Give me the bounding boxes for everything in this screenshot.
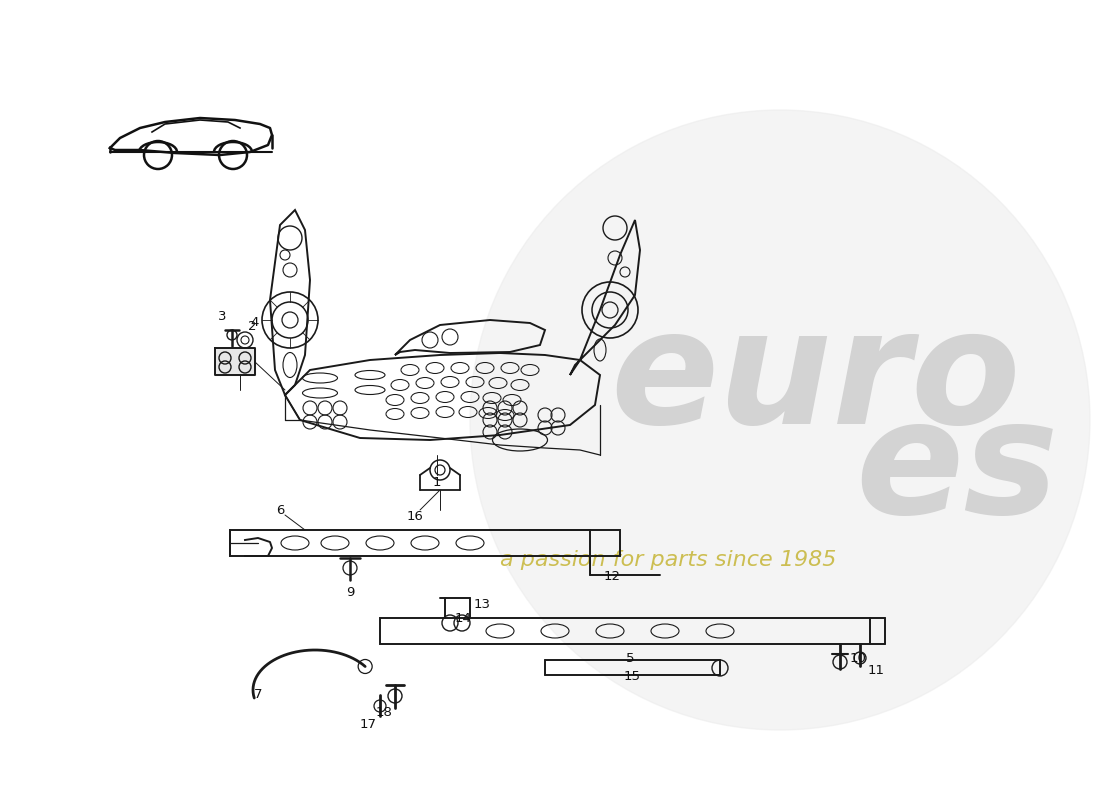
Text: 6: 6: [276, 503, 284, 517]
Text: 16: 16: [407, 510, 424, 522]
Text: 13: 13: [473, 598, 491, 611]
Text: 14: 14: [454, 611, 472, 625]
Text: 11: 11: [868, 663, 884, 677]
Text: 3: 3: [218, 310, 227, 322]
Text: 15: 15: [624, 670, 640, 682]
Text: 1: 1: [432, 475, 441, 489]
Circle shape: [470, 110, 1090, 730]
Text: 7: 7: [254, 689, 262, 702]
Text: a passion for parts since 1985: a passion for parts since 1985: [500, 550, 836, 570]
Polygon shape: [214, 348, 255, 375]
Text: 17: 17: [360, 718, 376, 730]
Text: euro: euro: [610, 302, 1021, 458]
Text: 18: 18: [375, 706, 393, 718]
Text: 5: 5: [626, 651, 635, 665]
Text: es: es: [855, 393, 1058, 547]
Text: 9: 9: [345, 586, 354, 598]
Text: 4: 4: [251, 317, 260, 330]
Text: 12: 12: [604, 570, 620, 582]
Text: 2: 2: [248, 319, 256, 333]
Text: 10: 10: [849, 651, 867, 665]
